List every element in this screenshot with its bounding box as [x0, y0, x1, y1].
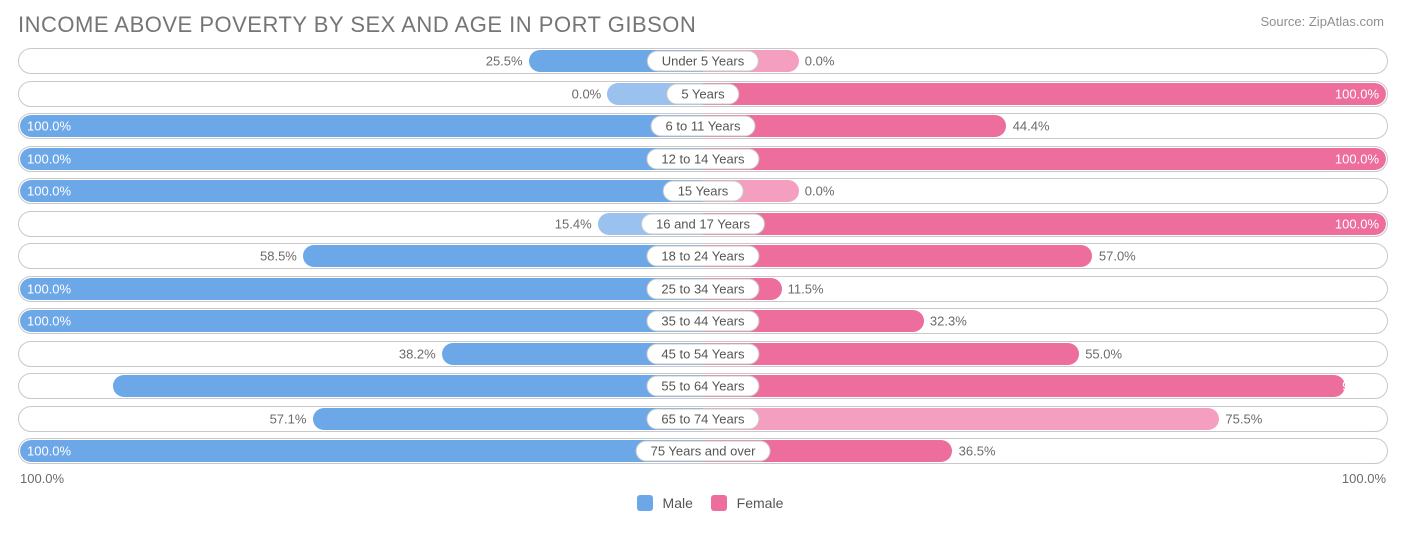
value-label-female: 75.5%: [1225, 411, 1262, 426]
bar-male: [20, 180, 703, 202]
bar-female: [703, 375, 1345, 397]
legend-label-female: Female: [737, 495, 784, 511]
value-label-male: 38.2%: [399, 346, 436, 361]
chart-row: 55 to 64 Years 86.4% 94.0%: [18, 373, 1388, 399]
bar-female: [703, 83, 1386, 105]
value-label-female: 100.0%: [1335, 86, 1379, 101]
value-label-male: 57.1%: [270, 411, 307, 426]
age-label: 75 Years and over: [636, 441, 771, 462]
chart-row: 18 to 24 Years 58.5% 57.0%: [18, 243, 1388, 269]
value-label-female: 0.0%: [805, 54, 835, 69]
chart-row: 25 to 34 Years 100.0% 11.5%: [18, 276, 1388, 302]
source-attribution: Source: ZipAtlas.com: [1260, 14, 1384, 29]
axis-left-label: 100.0%: [20, 471, 64, 486]
chart-title: INCOME ABOVE POVERTY BY SEX AND AGE IN P…: [18, 12, 1388, 38]
age-label: 65 to 74 Years: [646, 408, 759, 429]
age-label: 15 Years: [663, 181, 744, 202]
chart-row: 6 to 11 Years 100.0% 44.4%: [18, 113, 1388, 139]
value-label-male: 58.5%: [260, 249, 297, 264]
bar-female: [703, 408, 1219, 430]
bar-male: [303, 245, 703, 267]
age-label: 18 to 24 Years: [646, 246, 759, 267]
value-label-male: 100.0%: [27, 184, 71, 199]
legend: Male Female: [18, 495, 1388, 511]
age-label: 5 Years: [666, 83, 739, 104]
chart-row: 12 to 14 Years 100.0% 100.0%: [18, 146, 1388, 172]
value-label-male: 15.4%: [555, 216, 592, 231]
value-label-male: 100.0%: [27, 119, 71, 134]
chart-row: 35 to 44 Years 100.0% 32.3%: [18, 308, 1388, 334]
bar-female: [703, 245, 1092, 267]
chart-row: 5 Years 0.0% 100.0%: [18, 81, 1388, 107]
axis-right-label: 100.0%: [1342, 471, 1386, 486]
value-label-female: 55.0%: [1085, 346, 1122, 361]
chart-row: Under 5 Years 25.5% 0.0%: [18, 48, 1388, 74]
value-label-male: 100.0%: [27, 444, 71, 459]
age-label: 55 to 64 Years: [646, 376, 759, 397]
bar-female: [703, 148, 1386, 170]
age-label: 25 to 34 Years: [646, 278, 759, 299]
age-label: 35 to 44 Years: [646, 311, 759, 332]
bar-female: [703, 213, 1386, 235]
value-label-female: 11.5%: [788, 281, 824, 296]
age-label: 16 and 17 Years: [641, 213, 765, 234]
diverging-bar-chart: Under 5 Years25.5%0.0%5 Years0.0%100.0%6…: [18, 48, 1388, 464]
bar-male: [20, 310, 703, 332]
value-label-female: 0.0%: [805, 184, 835, 199]
x-axis: 100.0% 100.0%: [18, 471, 1388, 491]
chart-row: 65 to 74 Years 57.1% 75.5%: [18, 406, 1388, 432]
legend-swatch-female: [711, 495, 727, 511]
age-label: 12 to 14 Years: [646, 148, 759, 169]
age-label: 6 to 11 Years: [651, 116, 756, 137]
value-label-female: 32.3%: [930, 314, 967, 329]
value-label-male: 86.4%: [27, 379, 64, 394]
age-label: Under 5 Years: [647, 51, 759, 72]
legend-label-male: Male: [663, 495, 693, 511]
chart-row: 15 Years 100.0% 0.0%: [18, 178, 1388, 204]
value-label-male: 100.0%: [27, 281, 71, 296]
value-label-male: 0.0%: [572, 86, 602, 101]
bar-male: [313, 408, 703, 430]
value-label-male: 25.5%: [486, 54, 523, 69]
bar-male: [20, 115, 703, 137]
chart-row: 16 and 17 Years 15.4% 100.0%: [18, 211, 1388, 237]
chart-row: 75 Years and over 100.0% 36.5%: [18, 438, 1388, 464]
value-label-female: 36.5%: [959, 444, 996, 459]
chart-row: 45 to 54 Years 38.2% 55.0%: [18, 341, 1388, 367]
bar-male: [20, 440, 703, 462]
age-label: 45 to 54 Years: [646, 343, 759, 364]
value-label-female: 94.0%: [1342, 379, 1379, 394]
value-label-male: 100.0%: [27, 314, 71, 329]
value-label-female: 44.4%: [1013, 119, 1050, 134]
value-label-female: 57.0%: [1099, 249, 1136, 264]
legend-swatch-male: [637, 495, 653, 511]
bar-male: [20, 278, 703, 300]
value-label-female: 100.0%: [1335, 216, 1379, 231]
value-label-female: 100.0%: [1335, 151, 1379, 166]
value-label-male: 100.0%: [27, 151, 71, 166]
bar-male: [20, 148, 703, 170]
bar-male: [113, 375, 703, 397]
